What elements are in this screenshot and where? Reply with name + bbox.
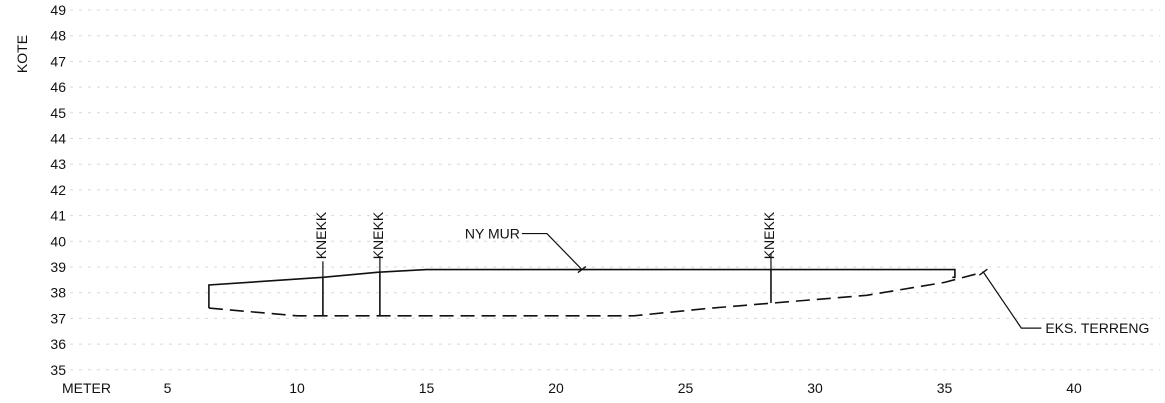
x-tick-label: 40 [1066, 380, 1082, 396]
y-tick-label: 38 [50, 285, 66, 301]
grid [70, 9, 1160, 371]
y-tick-label: 45 [50, 105, 66, 121]
eks-terreng-tick [978, 268, 988, 276]
y-tick-label: 48 [50, 28, 66, 44]
y-axis-label: KOTE [14, 35, 30, 73]
y-tick-label: 47 [50, 53, 66, 69]
y-tick-label: 44 [50, 131, 66, 147]
x-axis-label: METER [62, 380, 111, 396]
x-tick-label: 5 [164, 380, 172, 396]
x-tick-label: 10 [289, 380, 305, 396]
y-tick-label: 49 [50, 2, 66, 18]
y-tick-label: 46 [50, 79, 66, 95]
y-tick-label: 37 [50, 310, 66, 326]
y-tick-label: 39 [50, 259, 66, 275]
knekk-label: KNEKK [761, 211, 777, 259]
x-tick-label: 15 [419, 380, 435, 396]
x-tick-label: 30 [807, 380, 823, 396]
eks-terreng-leader [982, 271, 1042, 329]
y-tick-label: 42 [50, 182, 66, 198]
eks-terreng-line [208, 271, 984, 317]
y-tick-label: 40 [50, 233, 66, 249]
ny-mur-label: NY MUR [465, 226, 520, 242]
y-tick-label: 36 [50, 336, 66, 352]
series-group [208, 268, 984, 317]
ny-mur-tick [577, 266, 587, 274]
y-tick-label: 43 [50, 156, 66, 172]
x-tick-label: 25 [678, 380, 694, 396]
ny-mur-leader [521, 232, 583, 270]
knekk-label: KNEKK [370, 211, 386, 259]
y-tick-label: 41 [50, 208, 66, 224]
ny-mur-line [208, 268, 956, 309]
x-tick-label: 35 [937, 380, 953, 396]
knekk-label: KNEKK [313, 211, 329, 259]
eks-terreng-label: EKS. TERRENG [1045, 320, 1149, 336]
x-tick-label: 20 [548, 380, 564, 396]
x-axis: 5 10 15 20 25 30 35 40 [164, 380, 1082, 396]
annotations: KNEKK KNEKK KNEKK NY MUR EKS. TERRENG [313, 211, 1149, 336]
y-tick-label: 35 [50, 362, 66, 378]
y-axis: 35 36 37 38 39 40 41 42 43 44 45 46 47 48 49 [50, 2, 66, 378]
knekk-lines [322, 253, 772, 316]
